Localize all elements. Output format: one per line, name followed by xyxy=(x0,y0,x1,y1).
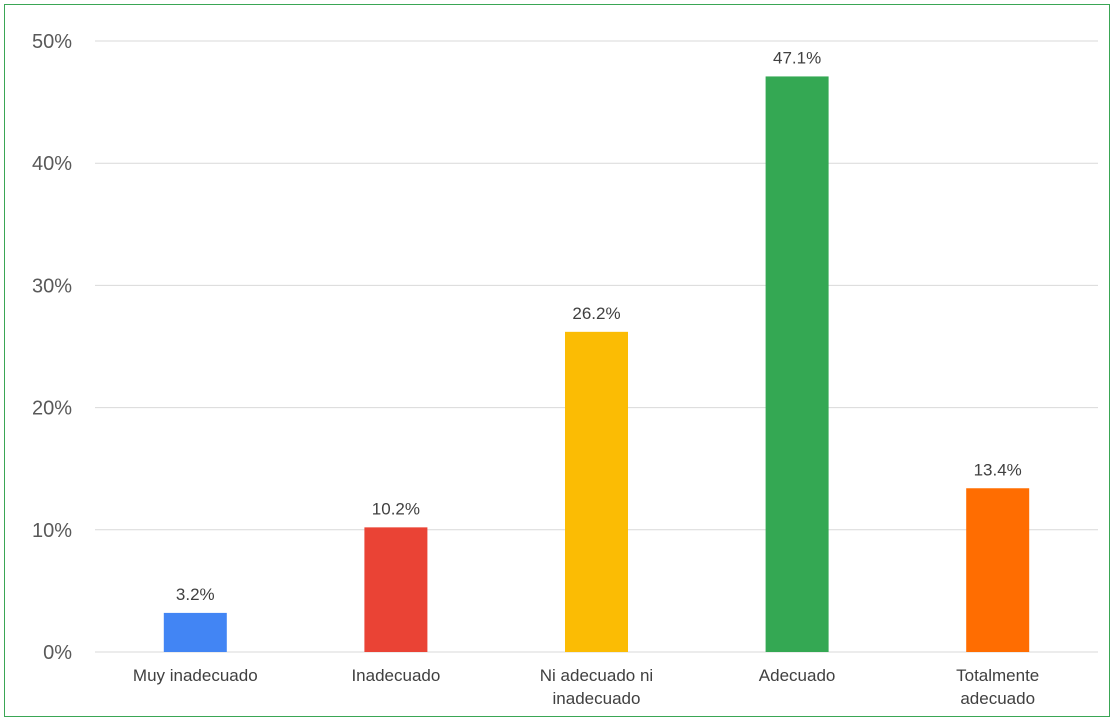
y-tick-label: 20% xyxy=(32,398,72,420)
category-label: Adecuado xyxy=(759,666,836,685)
category-label: Totalmente xyxy=(956,666,1039,685)
y-tick-label: 10% xyxy=(32,520,72,542)
y-tick-label: 30% xyxy=(32,275,72,297)
category-label: Ni adecuado ni xyxy=(540,666,653,685)
category-label: Muy inadecuado xyxy=(133,666,258,685)
bar xyxy=(565,331,628,652)
y-tick-label: 40% xyxy=(32,153,72,175)
category-label: inadecuado xyxy=(553,689,641,708)
data-label: 3.2% xyxy=(176,585,215,604)
bar xyxy=(765,76,829,653)
data-label: 47.1% xyxy=(773,48,821,67)
data-label: 10.2% xyxy=(372,499,420,518)
category-label: Inadecuado xyxy=(351,666,440,685)
data-labels: 3.2% 10.2% 26.2% 47.1% 13.4% xyxy=(176,48,1022,603)
bar xyxy=(966,488,1030,652)
y-tick-label: 0% xyxy=(43,642,72,664)
data-label: 26.2% xyxy=(572,304,620,323)
gridlines xyxy=(95,40,1098,653)
y-axis-tick-labels: 0% 10% 20% 30% 40% 50% xyxy=(32,31,72,664)
x-axis-category-labels: Muy inadecuado Inadecuado Ni adecuado ni in… xyxy=(133,666,1039,708)
category-label: adecuado xyxy=(960,689,1035,708)
bars xyxy=(163,76,1030,653)
chart-frame xyxy=(4,4,1110,717)
bar xyxy=(364,527,428,652)
y-tick-label: 50% xyxy=(32,31,72,53)
data-label: 13.4% xyxy=(974,460,1022,479)
bar xyxy=(163,612,227,652)
